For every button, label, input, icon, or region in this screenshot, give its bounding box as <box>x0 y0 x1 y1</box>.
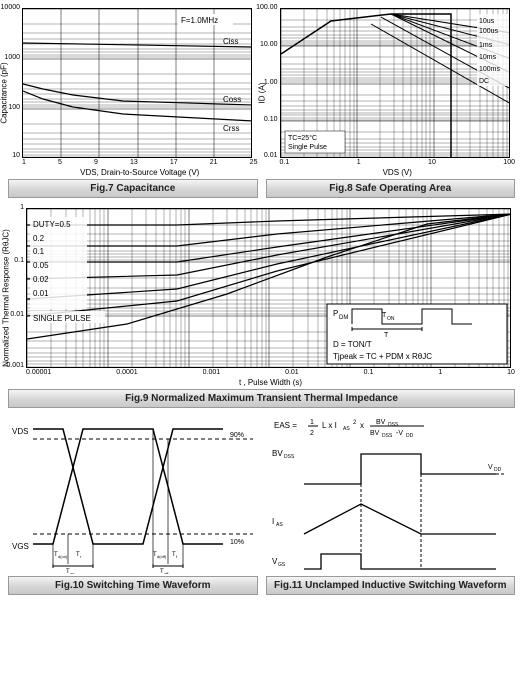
fig10-svg: VDS VGS 90% 10% Td(on) <box>8 414 256 574</box>
fig7-freq: F=1.0MHz <box>181 16 218 25</box>
svg-text:f: f <box>176 554 178 559</box>
svg-text:DD: DD <box>494 467 502 473</box>
svg-text:Single Pulse: Single Pulse <box>288 144 327 151</box>
svg-text:0.01: 0.01 <box>33 289 49 298</box>
svg-text:BV: BV <box>272 449 283 458</box>
svg-text:0.02: 0.02 <box>33 275 49 284</box>
svg-text:1ms: 1ms <box>479 42 493 49</box>
svg-text:x: x <box>360 421 364 430</box>
fig8-caption: Fig.8 Safe Operating Area <box>266 179 516 198</box>
fig11-svg: EAS = 12 L x IAS2 x BVDSS BVDSS-VDD BVDS… <box>266 414 514 574</box>
svg-text:AS: AS <box>343 426 350 432</box>
svg-text:off: off <box>164 571 169 574</box>
fig7-ylabel: Capacitance (pF) <box>0 62 9 123</box>
svg-text:EAS =: EAS = <box>274 421 297 430</box>
svg-text:10ms: 10ms <box>479 54 497 61</box>
svg-text:I: I <box>272 517 274 526</box>
svg-text:T: T <box>384 332 389 339</box>
svg-text:2: 2 <box>353 420 357 426</box>
fig9-chart: Normalized Thermal Response (RθJC) <box>8 208 515 387</box>
svg-text:10us: 10us <box>479 18 495 25</box>
svg-text:DC: DC <box>479 78 489 85</box>
fig7-chart: Capacitance (pF) <box>8 8 258 177</box>
svg-text:r: r <box>80 554 82 559</box>
svg-text:BV: BV <box>376 419 386 426</box>
svg-text:V: V <box>488 464 493 471</box>
svg-text:d(off): d(off) <box>157 554 167 559</box>
svg-text:2: 2 <box>310 430 314 437</box>
svg-text:-V: -V <box>396 430 403 437</box>
svg-text:DM: DM <box>339 315 348 321</box>
svg-text:P: P <box>333 309 338 318</box>
svg-text:1: 1 <box>310 419 314 426</box>
fig11-chart: EAS = 12 L x IAS2 x BVDSS BVDSS-VDD BVDS… <box>266 414 516 574</box>
svg-text:DUTY=0.5: DUTY=0.5 <box>33 220 71 229</box>
svg-text:100us: 100us <box>479 28 499 35</box>
fig9-xlabel: t , Pulse Width (s) <box>26 378 515 387</box>
svg-text:ON: ON <box>387 316 395 322</box>
svg-text:L x I: L x I <box>322 421 337 430</box>
svg-text:DSS: DSS <box>284 454 295 460</box>
fig9-caption: Fig.9 Normalized Maximum Transient Therm… <box>8 389 515 408</box>
svg-text:VGS: VGS <box>12 542 29 551</box>
svg-text:10%: 10% <box>230 539 244 546</box>
svg-text:TC=25°C: TC=25°C <box>288 134 317 142</box>
fig8-chart: ID (A) <box>266 8 516 177</box>
svg-text:GS: GS <box>278 562 286 568</box>
svg-text:0.1: 0.1 <box>33 247 45 256</box>
svg-text:100ms: 100ms <box>479 66 501 73</box>
fig9-eq2: Tjpeak = TC + PDM x RθJC <box>333 352 432 361</box>
svg-text:Ciss: Ciss <box>223 37 239 46</box>
fig10-chart: VDS VGS 90% 10% Td(on) <box>8 414 258 574</box>
fig9-eq1: D = TON/T <box>333 340 372 349</box>
svg-text:DSS: DSS <box>388 422 399 428</box>
svg-text:0.2: 0.2 <box>33 234 45 243</box>
fig7-svg: F=1.0MHz Ciss Coss Crss <box>22 8 252 158</box>
fig8-svg: 10us 100us 1ms 10ms 100ms DC TC=25°C Sin… <box>280 8 510 158</box>
fig7-xlabel: VDS, Drain-to-Source Voltage (V) <box>22 168 258 177</box>
fig9-svg: DUTY=0.5 0.2 0.1 0.05 0.02 0.01 SINGLE P… <box>26 208 511 368</box>
svg-text:BV: BV <box>370 430 380 437</box>
svg-text:VDS: VDS <box>12 427 28 436</box>
svg-text:Crss: Crss <box>223 124 239 133</box>
svg-text:DSS: DSS <box>382 433 393 439</box>
fig11-caption: Fig.11 Unclamped Inductive Switching Wav… <box>266 576 516 595</box>
svg-text:DD: DD <box>406 433 414 439</box>
fig9-ylabel: Normalized Thermal Response (RθJC) <box>2 229 11 367</box>
svg-text:Coss: Coss <box>223 95 241 104</box>
svg-text:d(on): d(on) <box>58 554 68 559</box>
svg-text:90%: 90% <box>230 432 244 439</box>
svg-text:on: on <box>70 571 74 574</box>
fig7-caption: Fig.7 Capacitance <box>8 179 258 198</box>
fig10-caption: Fig.10 Switching Time Waveform <box>8 576 258 595</box>
svg-text:0.05: 0.05 <box>33 261 49 270</box>
fig8-xlabel: VDS (V) <box>280 168 516 177</box>
svg-text:AS: AS <box>276 522 283 528</box>
svg-text:SINGLE PULSE: SINGLE PULSE <box>33 314 91 323</box>
